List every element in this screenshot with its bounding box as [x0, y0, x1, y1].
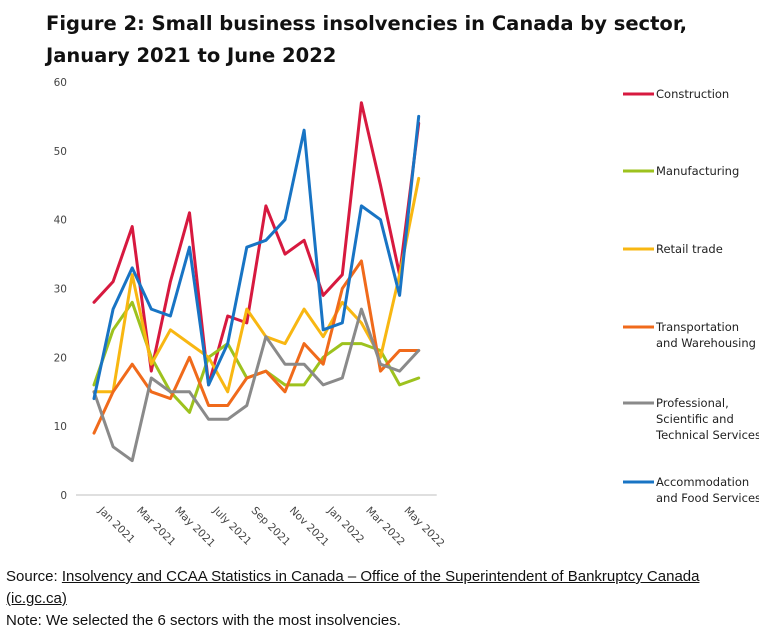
legend-label: and Food Services	[656, 491, 759, 505]
note-text: Note: We selected the 6 sectors with the…	[6, 612, 401, 629]
legend-label: Manufacturing	[656, 164, 739, 178]
legend-label: Technical Services	[655, 428, 759, 442]
chart-footer: Source: Insolvency and CCAA Statistics i…	[6, 566, 756, 632]
legend-label: Scientific and	[656, 412, 734, 426]
legend-label: Retail trade	[656, 242, 723, 256]
chart-series	[92, 101, 421, 463]
legend-label: Construction	[656, 87, 729, 101]
source-line: Source: Insolvency and CCAA Statistics i…	[6, 566, 756, 610]
legend-label: Professional,	[656, 396, 729, 410]
source-link[interactable]: Insolvency and CCAA Statistics in Canada…	[6, 568, 700, 607]
y-tick-label: 60	[54, 77, 67, 89]
y-tick-label: 40	[54, 215, 67, 227]
legend-label: Transportation	[655, 320, 739, 334]
series-line-retail-trade	[92, 176, 421, 394]
x-tick-label: Mar 2021	[134, 505, 178, 549]
y-tick-label: 20	[54, 352, 67, 364]
x-tick-label: Nov 2021	[287, 505, 331, 549]
x-tick-label: May 2021	[172, 505, 217, 550]
y-tick-label: 10	[54, 421, 67, 433]
chart-legend: Construction Manufacturing Retail trade Tra…	[623, 87, 759, 505]
source-prefix: Source:	[6, 568, 62, 585]
y-tick-label: 50	[54, 146, 67, 158]
y-tick-label: 0	[60, 490, 67, 502]
x-tick-label: May 2022	[401, 505, 446, 550]
y-tick-label: 30	[54, 284, 67, 296]
legend-label: Accommodation	[656, 475, 749, 489]
x-tick-label: Sep 2021	[249, 505, 293, 549]
chart-title: Figure 2: Small business insolvencies in…	[46, 12, 687, 67]
series-line-professional-scientific-and-technical-services	[92, 307, 421, 463]
legend-label: and Warehousing	[656, 336, 756, 350]
x-tick-label: Mar 2022	[363, 505, 407, 549]
x-tick-label: Jan 2021	[95, 504, 137, 546]
series-line-accommodation-and-food-services	[92, 114, 421, 401]
